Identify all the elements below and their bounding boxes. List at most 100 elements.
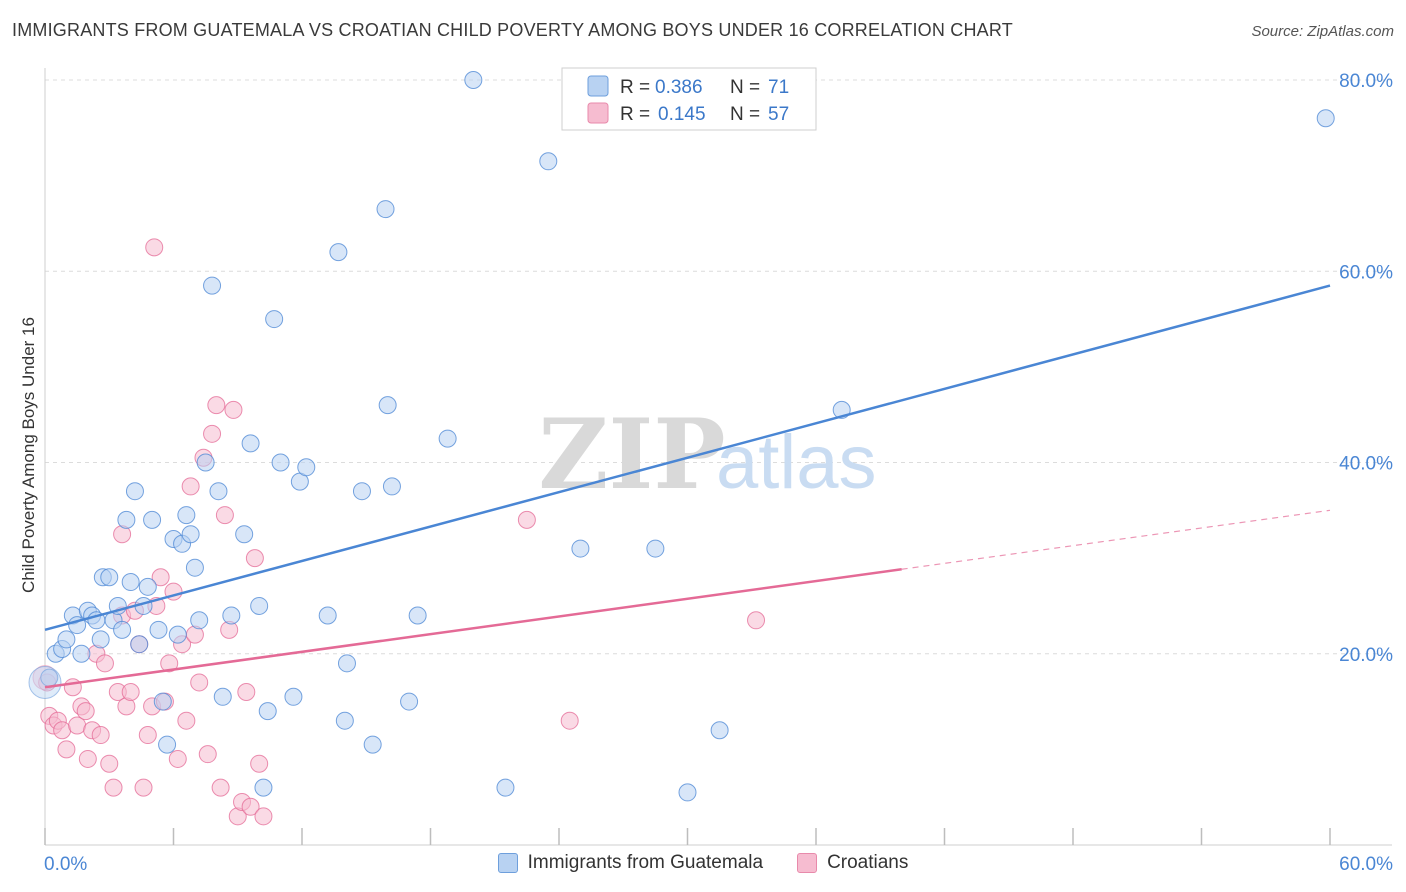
- legend-n-label-2: N =: [730, 104, 760, 125]
- croatians-point-24: [138, 726, 157, 745]
- croatians-point-41: [211, 778, 230, 797]
- guatemala-point-16: [117, 510, 136, 529]
- guatemala-point-47: [297, 458, 316, 477]
- guatemala-point-44: [271, 453, 290, 472]
- guatemala-point-35: [209, 482, 228, 501]
- guatemala-point-18: [125, 482, 144, 501]
- guatemala-point-51: [337, 654, 356, 673]
- legend-n-value-1: 71: [768, 77, 789, 98]
- guatemala-point-cluster: [28, 665, 62, 699]
- croatians-point-15: [100, 754, 119, 773]
- legend-n-label-1: N =: [730, 77, 760, 98]
- legend-r-value-2: 0.145: [658, 104, 706, 125]
- y-tick-label-3: 80.0%: [1339, 71, 1393, 92]
- guatemala-point-33: [196, 453, 215, 472]
- guatemala-point-49: [329, 243, 348, 262]
- guatemala-point-22: [143, 510, 162, 529]
- croatians-point-13: [91, 726, 110, 745]
- guatemala-point-17: [121, 573, 140, 592]
- croatians-point-47: [237, 683, 256, 701]
- legend-r-label-1: R =: [620, 77, 650, 98]
- croatians-point-54: [517, 510, 536, 529]
- guatemala-point-40: [250, 596, 269, 615]
- guatemala-point-30: [181, 525, 200, 544]
- croatians-point-34: [181, 477, 200, 496]
- croatians-point-9: [76, 702, 95, 721]
- guatemala-point-39: [241, 434, 260, 453]
- guatemala-point-23: [149, 620, 168, 639]
- guatemala-point-12: [100, 568, 119, 587]
- guatemala-point-19: [130, 635, 149, 654]
- guatemala-point-61: [496, 778, 515, 797]
- croatians-point-56: [747, 611, 766, 630]
- croatians-point-29: [160, 654, 179, 673]
- guatemala-point-32: [190, 611, 209, 630]
- guatemala-point-43: [265, 310, 284, 329]
- croatians-point-20: [121, 683, 140, 701]
- guatemala-point-66: [710, 721, 729, 740]
- guatemala-point-59: [438, 429, 457, 448]
- croatians-point-53: [145, 238, 164, 257]
- guatemala-point-48: [318, 606, 337, 625]
- guatemala-point-41: [254, 778, 273, 797]
- legend-swatch-pink: [587, 102, 609, 124]
- legend-swatch-croatians: [797, 853, 818, 873]
- source-label: Source: ZipAtlas.com: [1251, 23, 1394, 40]
- guatemala-point-37: [222, 606, 241, 625]
- guatemala-point-6: [72, 644, 91, 663]
- chart-title: IMMIGRANTS FROM GUATEMALA VS CROATIAN CH…: [12, 20, 1013, 40]
- guatemala-point-68: [1316, 109, 1335, 128]
- croatians-point-23: [134, 778, 153, 797]
- y-axis-label: Child Poverty Among Boys Under 16: [19, 317, 38, 593]
- croatians-point-40: [207, 396, 226, 415]
- guatemala-point-34: [203, 276, 222, 295]
- croatians-point-38: [198, 745, 217, 764]
- guatemala-point-54: [376, 200, 395, 219]
- croatians-point-50: [250, 754, 269, 773]
- croatians-point-14: [95, 654, 114, 673]
- guatemala-point-29: [177, 506, 196, 525]
- croatians-point-51: [254, 807, 273, 826]
- tick-labels: 20.0% 40.0% 60.0% 80.0% 0.0% 60.0%: [44, 71, 1393, 875]
- legend-item-croatians[interactable]: Croatians: [797, 852, 908, 874]
- guatemala-point-53: [363, 735, 382, 754]
- croatians-point-4: [53, 721, 72, 740]
- guatemala-point-57: [400, 692, 419, 711]
- series-guatemala: [28, 71, 1335, 802]
- x-tick-label-0: 0.0%: [44, 854, 87, 875]
- croatians-point-5: [57, 740, 76, 759]
- legend-n-value-2: 57: [768, 104, 789, 125]
- legend-box: R = 0.386 N = 71 R = 0.145 N = 57: [561, 67, 817, 131]
- guatemala-point-50: [335, 711, 354, 730]
- legend-swatch-blue: [587, 75, 609, 97]
- croatians-point-48: [241, 797, 260, 816]
- y-tick-label-1: 40.0%: [1339, 454, 1393, 475]
- x-tick-label-1: 60.0%: [1339, 854, 1393, 875]
- guatemala-point-38: [235, 525, 254, 544]
- legend-label-croatians: Croatians: [827, 852, 909, 873]
- grid: [45, 79, 1392, 655]
- guatemala-point-36: [213, 687, 232, 706]
- y-tick-label-0: 20.0%: [1339, 645, 1393, 666]
- croatians-point-31: [168, 749, 187, 768]
- guatemala-point-56: [382, 477, 401, 496]
- guatemala-point-25: [158, 735, 177, 754]
- guatemala-point-27: [168, 625, 187, 644]
- croatians-point-10: [78, 749, 97, 768]
- legend-item-guatemala[interactable]: Immigrants from Guatemala: [497, 852, 764, 874]
- croatians-point-6: [63, 678, 82, 697]
- croatians-point-27: [151, 568, 170, 587]
- guatemala-point-60: [464, 71, 483, 89]
- guatemala-trend-line: [44, 284, 1331, 632]
- trend-lines: [44, 284, 1331, 689]
- guatemala-point-62: [539, 152, 558, 171]
- croatians-point-49: [245, 549, 264, 568]
- series-croatians: [32, 238, 766, 826]
- watermark-zip: ZIP: [538, 398, 725, 511]
- watermark-atlas: atlas: [716, 420, 877, 505]
- croatians-point-44: [224, 400, 243, 419]
- legend-label-guatemala: Immigrants from Guatemala: [527, 852, 764, 873]
- bottom-legend: Immigrants from Guatemala Croatians: [0, 852, 1406, 874]
- guatemala-point-3: [57, 630, 76, 649]
